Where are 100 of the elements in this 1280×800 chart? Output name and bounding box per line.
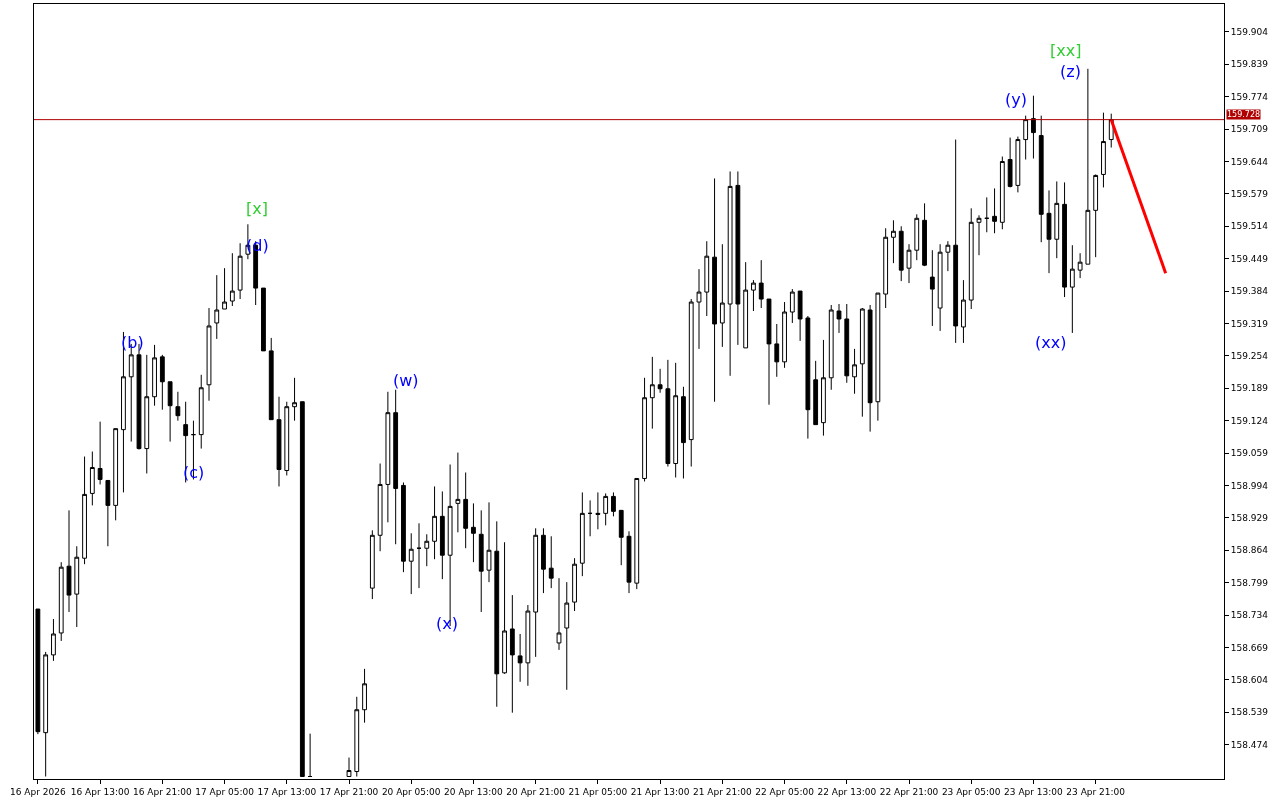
- candlestick: [1007, 137, 1013, 188]
- candlestick: [1023, 115, 1029, 160]
- candlestick: [152, 344, 157, 407]
- candlestick: [751, 279, 756, 312]
- candlestick: [167, 381, 173, 443]
- candlestick: [276, 396, 282, 487]
- candlestick: [284, 401, 290, 476]
- candlestick: [509, 594, 515, 714]
- candlestick: [541, 527, 546, 594]
- x-tick-label: 23 Apr 13:00: [1004, 786, 1064, 797]
- candlestick: [968, 207, 974, 310]
- candlestick: [486, 501, 492, 583]
- candlestick: [471, 502, 476, 563]
- candlestick: [393, 389, 399, 545]
- candlestick: [113, 428, 119, 521]
- x-tick-label: 22 Apr 21:00: [879, 786, 939, 797]
- y-tick-label: 159.709: [1230, 124, 1269, 135]
- y-tick-label: 158.864: [1230, 545, 1269, 556]
- candlestick: [852, 348, 857, 395]
- candlestick: [463, 471, 469, 549]
- candlestick: [704, 240, 710, 317]
- candlestick: [1046, 189, 1052, 274]
- candlestick: [634, 477, 640, 590]
- candlestick: [1031, 95, 1036, 159]
- candlestick: [432, 485, 437, 560]
- candlestick: [455, 452, 461, 533]
- candlestick: [922, 202, 927, 267]
- candlestick: [642, 377, 647, 482]
- candlestick: [611, 491, 616, 517]
- candlestick: [782, 301, 787, 369]
- candlestick: [836, 303, 842, 334]
- candlestick: [898, 225, 904, 282]
- candlestick: [1077, 252, 1083, 279]
- candlestick: [43, 651, 49, 778]
- candlestick: [229, 252, 235, 307]
- candlestick: [844, 303, 850, 384]
- y-tick-label: 159.254: [1230, 351, 1269, 362]
- candlestick: [261, 287, 266, 352]
- candlestick: [548, 535, 554, 589]
- candlestick: [821, 339, 826, 437]
- candlestick: [626, 530, 632, 594]
- candlestick: [198, 374, 204, 450]
- x-tick-label: 16 Apr 2026: [10, 786, 66, 797]
- candlestick: [875, 292, 881, 422]
- candlestick: [579, 491, 585, 577]
- candlestick: [657, 368, 663, 394]
- candlestick: [346, 757, 352, 778]
- y-tick-label: 159.514: [1230, 221, 1269, 232]
- y-tick-label: 159.124: [1230, 415, 1269, 426]
- candlestick: [97, 421, 103, 485]
- candlestick: [1085, 68, 1091, 265]
- y-tick-label: 159.189: [1230, 383, 1269, 394]
- x-tick-label: 21 Apr 21:00: [692, 786, 752, 797]
- y-tick-label: 159.449: [1230, 253, 1269, 264]
- y-tick-label: 158.474: [1230, 739, 1269, 750]
- y-tick-label: 158.799: [1230, 577, 1269, 588]
- candlestick: [867, 304, 873, 433]
- candlestick: [649, 356, 655, 430]
- annotation: (xx): [1035, 333, 1067, 352]
- candlestick: [222, 267, 227, 310]
- y-tick-label: 158.539: [1230, 707, 1269, 718]
- annotation: (z): [1060, 62, 1081, 81]
- x-tick-label: 21 Apr 13:00: [630, 786, 690, 797]
- x-tick-label: 17 Apr 05:00: [195, 786, 255, 797]
- candlestick: [719, 243, 725, 348]
- x-tick-label: 20 Apr 13:00: [444, 786, 504, 797]
- candlestick: [992, 187, 997, 234]
- candlestick: [66, 509, 72, 613]
- candlestick: [603, 492, 609, 526]
- candlestick: [1093, 173, 1099, 258]
- x-tick-label: 23 Apr 05:00: [941, 786, 1001, 797]
- x-tick-label: 22 Apr 13:00: [817, 786, 877, 797]
- candlestick: [766, 298, 772, 406]
- candlestick: [525, 604, 531, 687]
- y-tick-label: 159.384: [1230, 286, 1269, 297]
- candlestick: [688, 298, 694, 468]
- candlestick: [735, 170, 741, 346]
- y-tick-label: 158.604: [1230, 674, 1269, 685]
- candlestick: [696, 268, 702, 350]
- y-tick-label: 158.669: [1230, 642, 1269, 653]
- candlestick: [517, 633, 523, 683]
- candlestick: [914, 213, 920, 261]
- candlestick: [906, 243, 912, 284]
- candlestick: [984, 196, 990, 233]
- candlestick: [859, 307, 865, 418]
- candlestick: [478, 509, 484, 613]
- candlestick: [929, 249, 935, 327]
- x-tick-label: 21 Apr 05:00: [568, 786, 628, 797]
- candlestick: [494, 520, 500, 708]
- y-tick-label: 158.929: [1230, 512, 1269, 523]
- candlestick: [1015, 136, 1021, 193]
- candlestick: [789, 288, 795, 324]
- candlestick: [307, 733, 313, 778]
- y-tick-label: 159.644: [1230, 156, 1269, 167]
- candlestick: [439, 490, 445, 580]
- candlestick: [268, 337, 274, 421]
- candlestick: [58, 561, 64, 642]
- candlestick: [502, 541, 507, 675]
- candlestick: [1101, 112, 1106, 188]
- candlestick: [362, 668, 367, 724]
